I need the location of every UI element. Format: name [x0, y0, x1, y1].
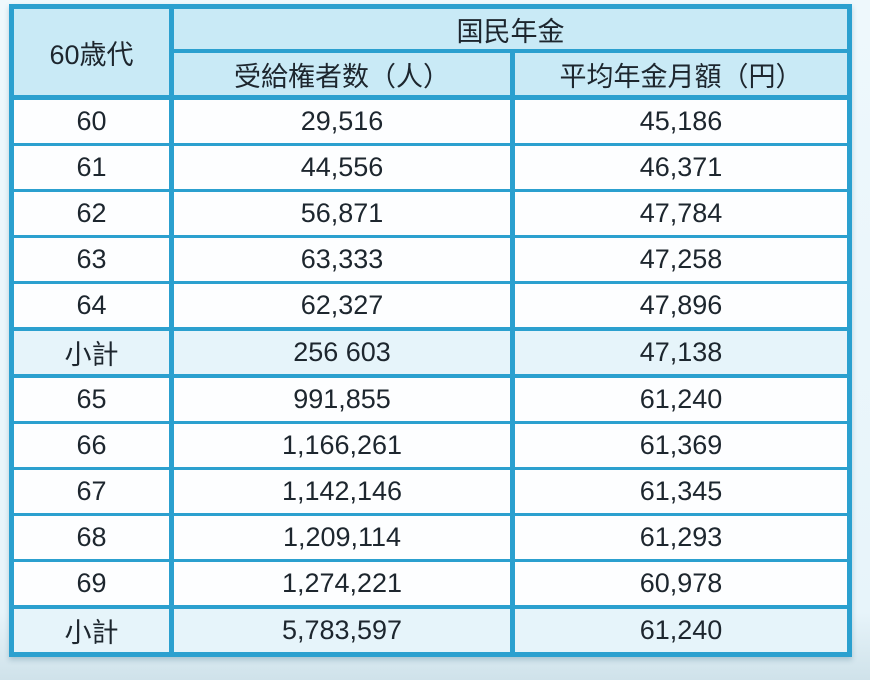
recipients-cell: 62,327: [169, 281, 515, 331]
table-row: 62 56,871 47,784: [9, 189, 852, 238]
corner-header-cell: 60歳代: [9, 5, 174, 100]
age-cell: 小計: [9, 327, 174, 378]
avg-monthly-cell: 47,258: [510, 235, 852, 284]
recipients-cell: 1,209,114: [169, 513, 515, 562]
age-cell: 69: [9, 559, 174, 609]
recipients-cell: 1,274,221: [169, 559, 515, 609]
age-cell: 64: [9, 281, 174, 331]
table-row: 64 62,327 47,896: [9, 281, 852, 331]
table-row: 68 1,209,114 61,293: [9, 513, 852, 562]
avg-monthly-cell: 61,293: [510, 513, 852, 562]
avg-monthly-cell: 61,240: [510, 374, 852, 424]
age-cell: 小計: [9, 605, 174, 657]
age-cell: 60: [9, 96, 174, 146]
avg-monthly-cell: 61,240: [510, 605, 852, 657]
group-header-cell: 国民年金: [169, 5, 852, 53]
age-cell: 66: [9, 421, 174, 470]
age-cell: 65: [9, 374, 174, 424]
header-row-columns: 受給権者数（人） 平均年金月額（円）: [12, 49, 852, 100]
table-row: 67 1,142,146 61,345: [9, 467, 852, 516]
avg-monthly-cell: 47,138: [510, 327, 852, 378]
column-header-avg-monthly: 平均年金月額（円）: [510, 49, 852, 100]
recipients-cell: 56,871: [169, 189, 515, 238]
recipients-cell: 29,516: [169, 96, 515, 146]
avg-monthly-cell: 46,371: [510, 143, 852, 192]
table-row: 66 1,166,261 61,369: [9, 421, 852, 470]
header-row-group: 60歳代 国民年金: [9, 5, 852, 100]
recipients-cell: 256 603: [169, 327, 515, 378]
age-cell: 67: [9, 467, 174, 516]
recipients-cell: 991,855: [169, 374, 515, 424]
age-cell: 68: [9, 513, 174, 562]
avg-monthly-cell: 47,896: [510, 281, 852, 331]
pension-table: 60歳代 国民年金 受給権者数（人） 平均年金月額（円） 60 29,516 4…: [9, 4, 852, 657]
table-row: 61 44,556 46,371: [9, 143, 852, 192]
table-header: 60歳代 国民年金 受給権者数（人） 平均年金月額（円）: [9, 5, 852, 100]
avg-monthly-cell: 61,345: [510, 467, 852, 516]
column-header-recipients: 受給権者数（人）: [169, 49, 515, 100]
age-cell: 62: [9, 189, 174, 238]
recipients-cell: 5,783,597: [169, 605, 515, 657]
recipients-cell: 44,556: [169, 143, 515, 192]
table-row: 60 29,516 45,186: [9, 96, 852, 146]
subtotal-row-60s-early: 小計 256 603 47,138: [9, 327, 852, 378]
avg-monthly-cell: 61,369: [510, 421, 852, 470]
table-body: 60 29,516 45,186 61 44,556 46,371 62 56,…: [9, 96, 852, 657]
subtotal-row-60s-late: 小計 5,783,597 61,240: [9, 605, 852, 657]
table-row: 65 991,855 61,240: [9, 374, 852, 424]
recipients-cell: 1,166,261: [169, 421, 515, 470]
recipients-cell: 1,142,146: [169, 467, 515, 516]
avg-monthly-cell: 60,978: [510, 559, 852, 609]
table-row: 63 63,333 47,258: [9, 235, 852, 284]
age-cell: 61: [9, 143, 174, 192]
avg-monthly-cell: 47,784: [510, 189, 852, 238]
avg-monthly-cell: 45,186: [510, 96, 852, 146]
age-cell: 63: [9, 235, 174, 284]
table-row: 69 1,274,221 60,978: [9, 559, 852, 609]
recipients-cell: 63,333: [169, 235, 515, 284]
